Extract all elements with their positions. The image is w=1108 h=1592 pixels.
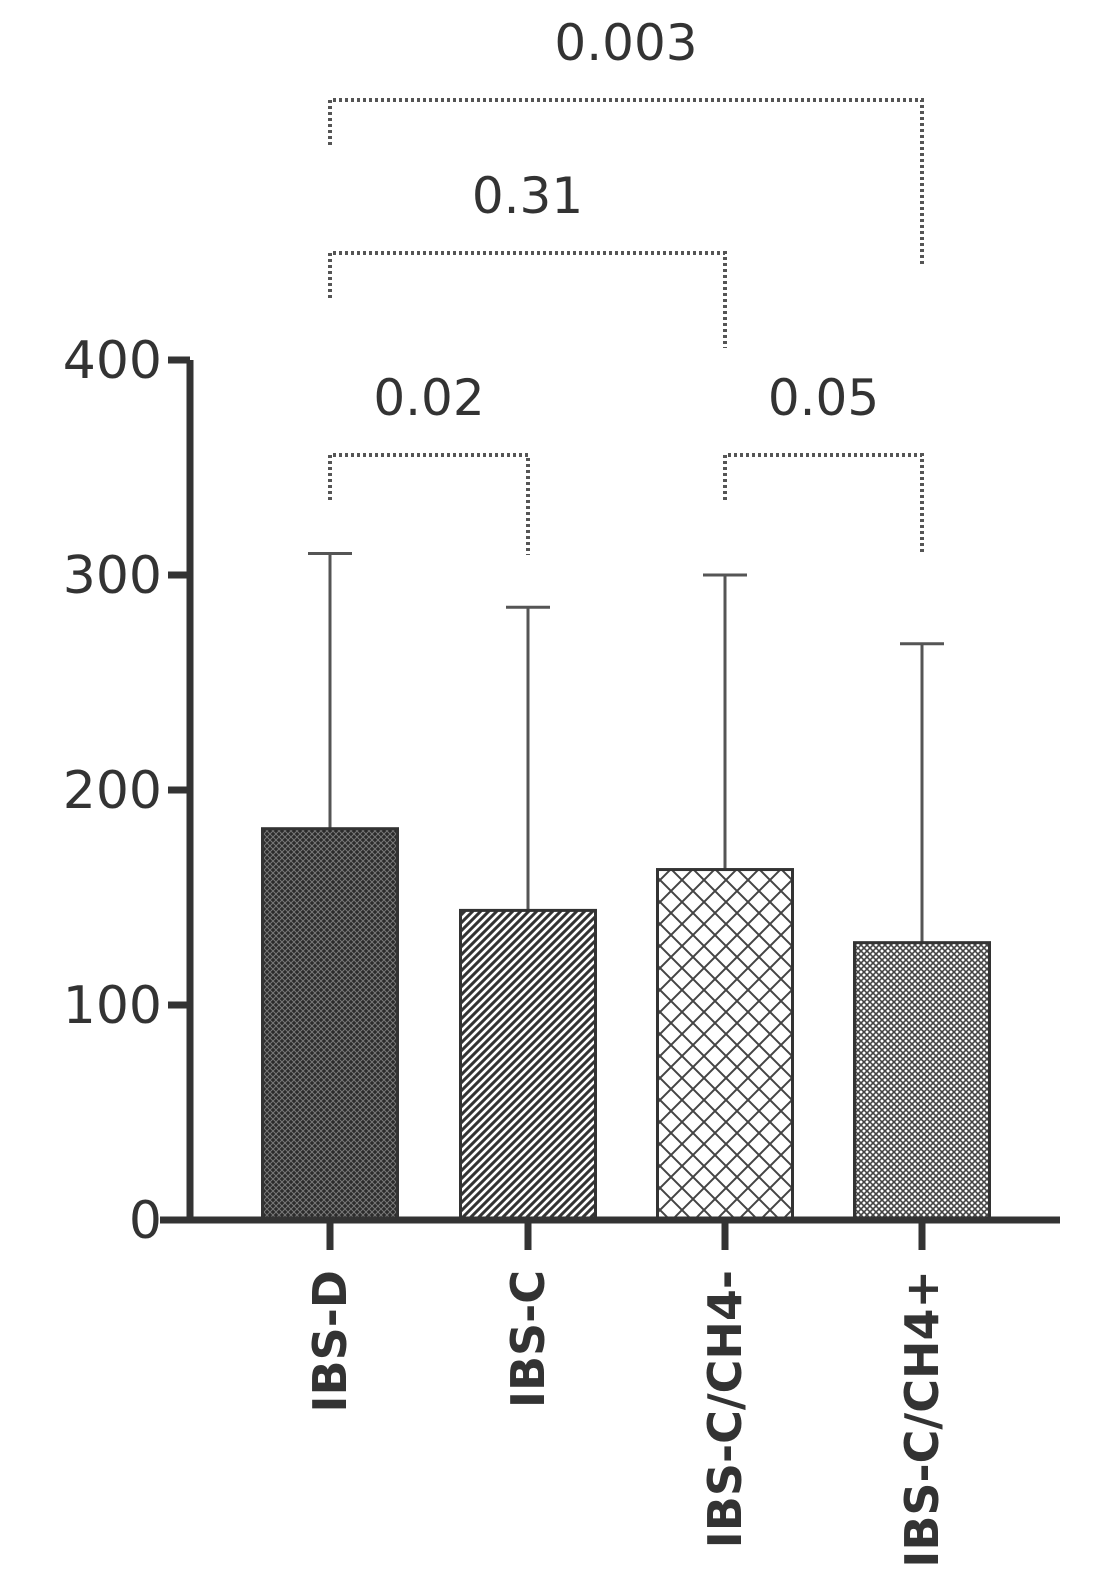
p-value-label: 0.31 [472,167,583,225]
error-bars [308,554,944,943]
p-value-label: 0.003 [554,14,697,72]
bar-2 [461,910,596,1220]
significance-brackets: 0.02 0.05 0.31 0.003 [330,14,922,555]
y-tick-label: 0 [129,1191,162,1251]
bar-4 [855,943,990,1220]
x-category-label: IBS-C [501,1270,555,1408]
y-tick-label: 400 [63,331,162,391]
x-ticks: IBS-D IBS-C IBS-C/CH4- IBS-C/CH4+ [303,1220,949,1568]
bar-1 [263,829,398,1220]
x-category-label: IBS-C/CH4- [698,1270,752,1548]
p-value-label: 0.05 [768,369,879,427]
y-tick-label: 200 [63,761,162,821]
significance-bracket [330,100,922,265]
y-tick-label: 300 [63,546,162,606]
significance-bracket [330,253,725,348]
x-category-label: IBS-C/CH4+ [895,1270,949,1568]
p-value-label: 0.02 [373,369,484,427]
significance-bracket [725,455,922,555]
significance-bracket [330,455,528,555]
y-ticks: 0 100 200 300 400 [63,331,190,1251]
y-tick-label: 100 [63,976,162,1036]
x-category-label: IBS-D [303,1270,357,1413]
bars [263,829,990,1220]
bar-3 [658,870,793,1220]
